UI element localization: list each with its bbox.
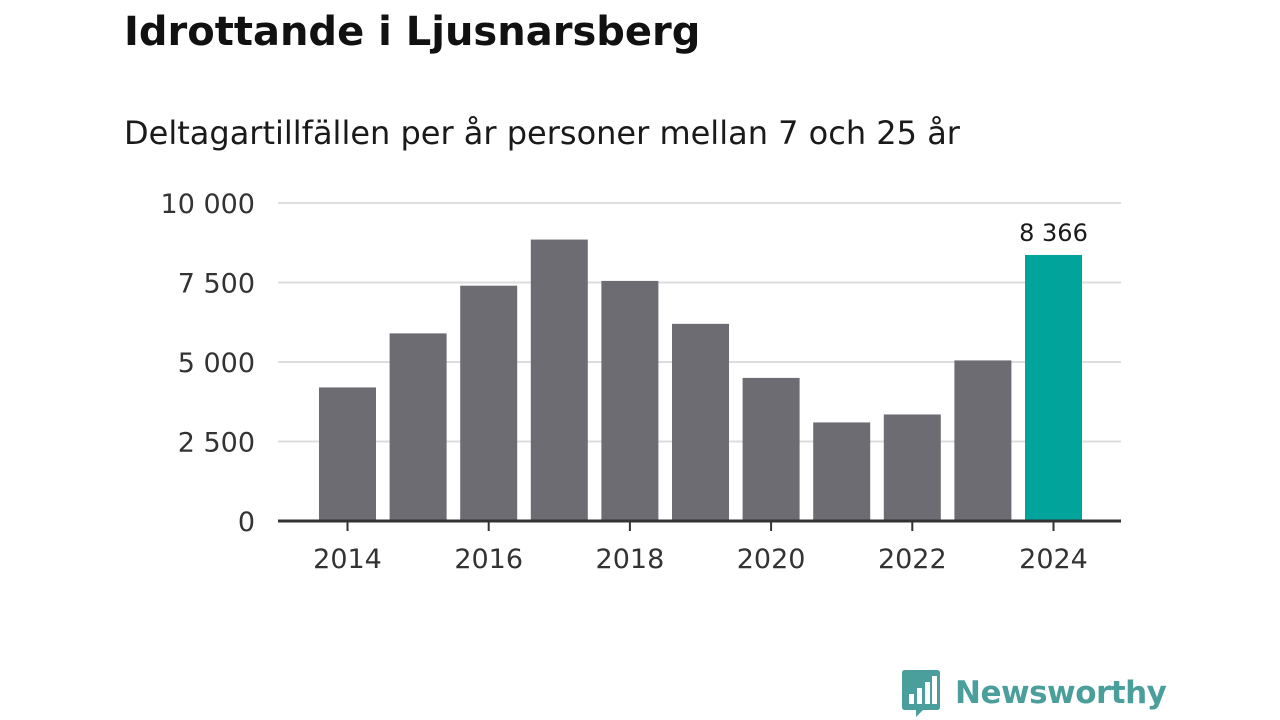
chart-subtitle: Deltagartillfällen per år personer mella…	[124, 114, 960, 152]
bar	[883, 414, 941, 521]
x-axis-tick-labels: 2014 2016 2018 2020 2022 2024	[313, 544, 1088, 575]
bar	[672, 323, 729, 521]
x-tick-label: 2018	[596, 544, 665, 575]
y-axis-tick-labels: 0 2 500 5 000 7 500 10 000	[161, 189, 255, 538]
y-tick-label: 7 500	[178, 269, 255, 300]
y-tick-label: 10 000	[161, 189, 255, 220]
bars	[319, 239, 1082, 522]
bar	[813, 422, 871, 521]
x-tick-label: 2020	[737, 544, 806, 575]
x-tick-label: 2022	[878, 544, 947, 575]
y-tick-label: 2 500	[178, 428, 255, 459]
x-tick-label: 2024	[1019, 544, 1088, 575]
data-label: 8 366	[1019, 219, 1088, 247]
y-tick-label: 0	[238, 507, 255, 538]
y-tick-label: 5 000	[178, 348, 255, 379]
data-labels: 8 366	[1019, 219, 1088, 247]
bar	[460, 285, 518, 521]
bar	[954, 360, 1012, 521]
chart-title: Idrottande i Ljusnarsberg	[124, 9, 701, 55]
bar-highlight	[1025, 254, 1082, 522]
bar	[389, 333, 447, 521]
x-axis	[278, 519, 1121, 531]
bar	[601, 280, 659, 521]
bar	[530, 239, 588, 521]
x-tick-label: 2016	[454, 544, 523, 575]
bar	[742, 377, 800, 521]
bar-chart-bubble-icon	[902, 670, 940, 717]
brand-name: Newsworthy	[955, 675, 1167, 711]
bar	[319, 387, 376, 521]
x-tick-label: 2014	[313, 544, 382, 575]
brand-logo: Newsworthy	[901, 668, 1167, 718]
